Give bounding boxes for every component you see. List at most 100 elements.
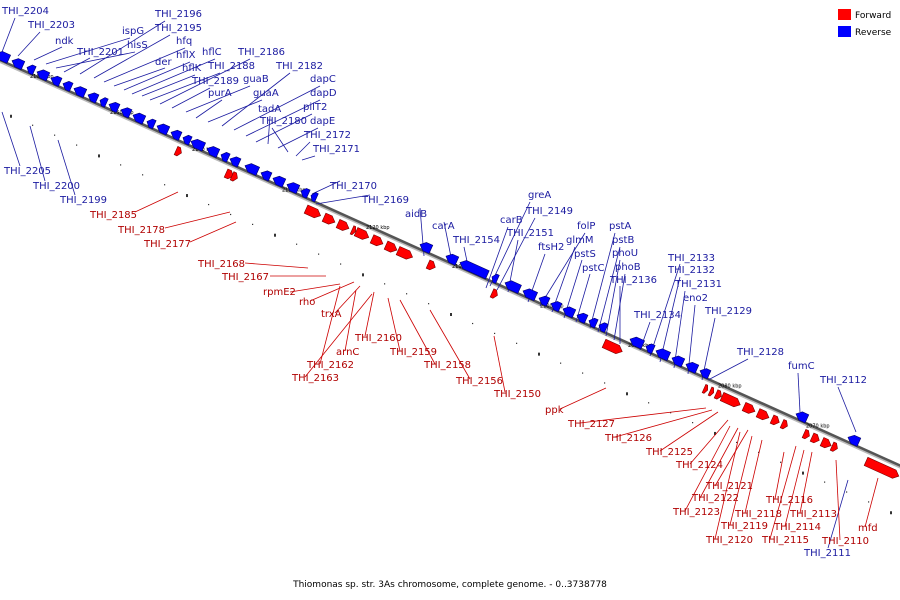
gene-label[interactable]: THI_2204 [1,6,49,17]
gene-label[interactable]: THI_2132 [667,265,715,276]
gene-label[interactable]: THI_2172 [303,130,351,141]
reverse-gene-arrow[interactable] [549,299,563,313]
reverse-gene-arrow[interactable] [181,134,193,146]
gene-label[interactable]: dapE [310,116,335,127]
forward-gene-arrow[interactable] [769,414,781,426]
gene-label[interactable]: THI_2125 [645,447,693,458]
gene-label[interactable]: THI_2110 [821,536,869,547]
reverse-gene-arrow[interactable] [444,252,460,266]
gene-label[interactable]: THI_2133 [667,253,715,264]
gene-label[interactable]: hflC [202,47,222,58]
reverse-gene-arrow[interactable] [503,279,522,294]
gene-label[interactable]: THI_2200 [32,181,80,192]
gene-label[interactable]: THI_2156 [455,376,503,387]
reverse-gene-arrow[interactable] [72,84,88,99]
reverse-gene-arrow[interactable] [670,354,686,368]
reverse-gene-arrow[interactable] [794,410,810,424]
reverse-gene-arrow[interactable] [561,305,577,319]
gene-label[interactable]: rpmE2 [263,287,296,298]
gene-label[interactable]: hflK [182,63,202,74]
gene-label[interactable]: fumC [788,361,815,372]
reverse-gene-arrow[interactable] [243,162,261,176]
gene-label[interactable]: THI_2111 [803,548,851,559]
forward-gene-arrow[interactable] [701,383,709,394]
reverse-gene-arrow[interactable] [490,273,500,284]
reverse-gene-arrow[interactable] [25,63,37,76]
gene-label[interactable]: folP [577,221,595,232]
forward-gene-arrow[interactable] [819,437,833,450]
gene-label[interactable]: ftsH2 [538,242,564,253]
reverse-gene-arrow[interactable] [205,144,221,158]
gene-label[interactable]: THI_2159 [389,347,437,358]
gene-label[interactable]: guaA [253,88,279,99]
gene-label[interactable]: THI_2119 [720,521,768,532]
gene-label[interactable]: trxA [321,309,342,320]
gene-label[interactable]: THI_2114 [773,522,821,533]
forward-gene-arrow[interactable] [707,386,715,397]
gene-label[interactable]: phoB [615,262,641,273]
gene-label[interactable]: pstA [609,221,631,232]
gene-label[interactable]: THI_2178 [117,225,165,236]
gene-label[interactable]: THI_2123 [672,507,720,518]
forward-gene-arrow[interactable] [349,225,357,236]
reverse-gene-arrow[interactable] [98,96,109,108]
reverse-gene-arrow[interactable] [49,74,63,87]
gene-label[interactable]: THI_2151 [506,228,554,239]
reverse-gene-arrow[interactable] [35,68,51,82]
reverse-gene-arrow[interactable] [597,321,609,333]
reverse-gene-arrow[interactable] [271,174,287,188]
gene-label[interactable]: pstB [612,235,634,246]
forward-gene-arrow[interactable] [353,227,370,242]
gene-label[interactable]: carA [432,221,455,232]
forward-gene-arrow[interactable] [863,456,900,480]
reverse-gene-arrow[interactable] [155,122,171,136]
forward-gene-arrow[interactable] [489,288,499,300]
gene-label[interactable]: THI_2201 [76,47,124,58]
forward-gene-arrow[interactable] [829,441,839,453]
reverse-gene-arrow[interactable] [131,111,147,125]
forward-gene-arrow[interactable] [425,259,437,271]
gene-label[interactable]: THI_2127 [567,419,615,430]
reverse-gene-arrow[interactable] [521,287,539,302]
gene-label[interactable]: THI_2126 [604,433,652,444]
gene-label[interactable]: THI_2149 [525,206,573,217]
gene-label[interactable]: aidB [405,209,427,220]
gene-label[interactable]: THI_2160 [354,333,402,344]
gene-label[interactable]: dapD [310,88,337,99]
reverse-gene-arrow[interactable] [537,294,551,307]
gene-label[interactable]: THI_2171 [312,144,360,155]
reverse-gene-arrow[interactable] [458,258,490,280]
gene-label[interactable]: hfq [176,36,192,47]
gene-label[interactable]: eno2 [683,293,708,304]
forward-gene-arrow[interactable] [395,246,414,261]
forward-gene-arrow[interactable] [303,204,322,220]
forward-gene-arrow[interactable] [229,171,239,183]
gene-label[interactable]: ispG [122,26,144,37]
reverse-gene-arrow[interactable] [10,57,26,71]
reverse-gene-arrow[interactable] [61,80,74,92]
gene-label[interactable]: dapC [310,74,336,85]
gene-label[interactable]: THI_2170 [329,181,377,192]
reverse-gene-arrow[interactable] [654,347,672,362]
gene-label[interactable]: pstS [574,249,596,260]
reverse-gene-arrow[interactable] [309,191,319,203]
reverse-gene-arrow[interactable] [628,335,646,350]
gene-label[interactable]: THI_2203 [27,20,75,31]
gene-label[interactable]: THI_2120 [705,535,753,546]
reverse-gene-arrow[interactable] [285,180,301,194]
forward-gene-arrow[interactable] [755,408,771,422]
reverse-gene-arrow[interactable] [575,311,589,324]
gene-label[interactable]: THI_2115 [761,535,809,546]
gene-label[interactable]: rho [299,297,315,308]
gene-label[interactable]: THI_2124 [675,460,723,471]
forward-gene-arrow[interactable] [173,146,183,157]
gene-label[interactable]: THI_2169 [361,195,409,206]
reverse-gene-arrow[interactable] [0,49,12,64]
reverse-gene-arrow[interactable] [145,117,157,130]
reverse-gene-arrow[interactable] [299,187,311,199]
gene-label[interactable]: purA [208,88,232,99]
gene-label[interactable]: guaB [243,74,269,85]
forward-gene-arrow[interactable] [719,392,742,408]
gene-label[interactable]: THI_2185 [89,210,137,221]
reverse-gene-arrow[interactable] [587,317,599,329]
